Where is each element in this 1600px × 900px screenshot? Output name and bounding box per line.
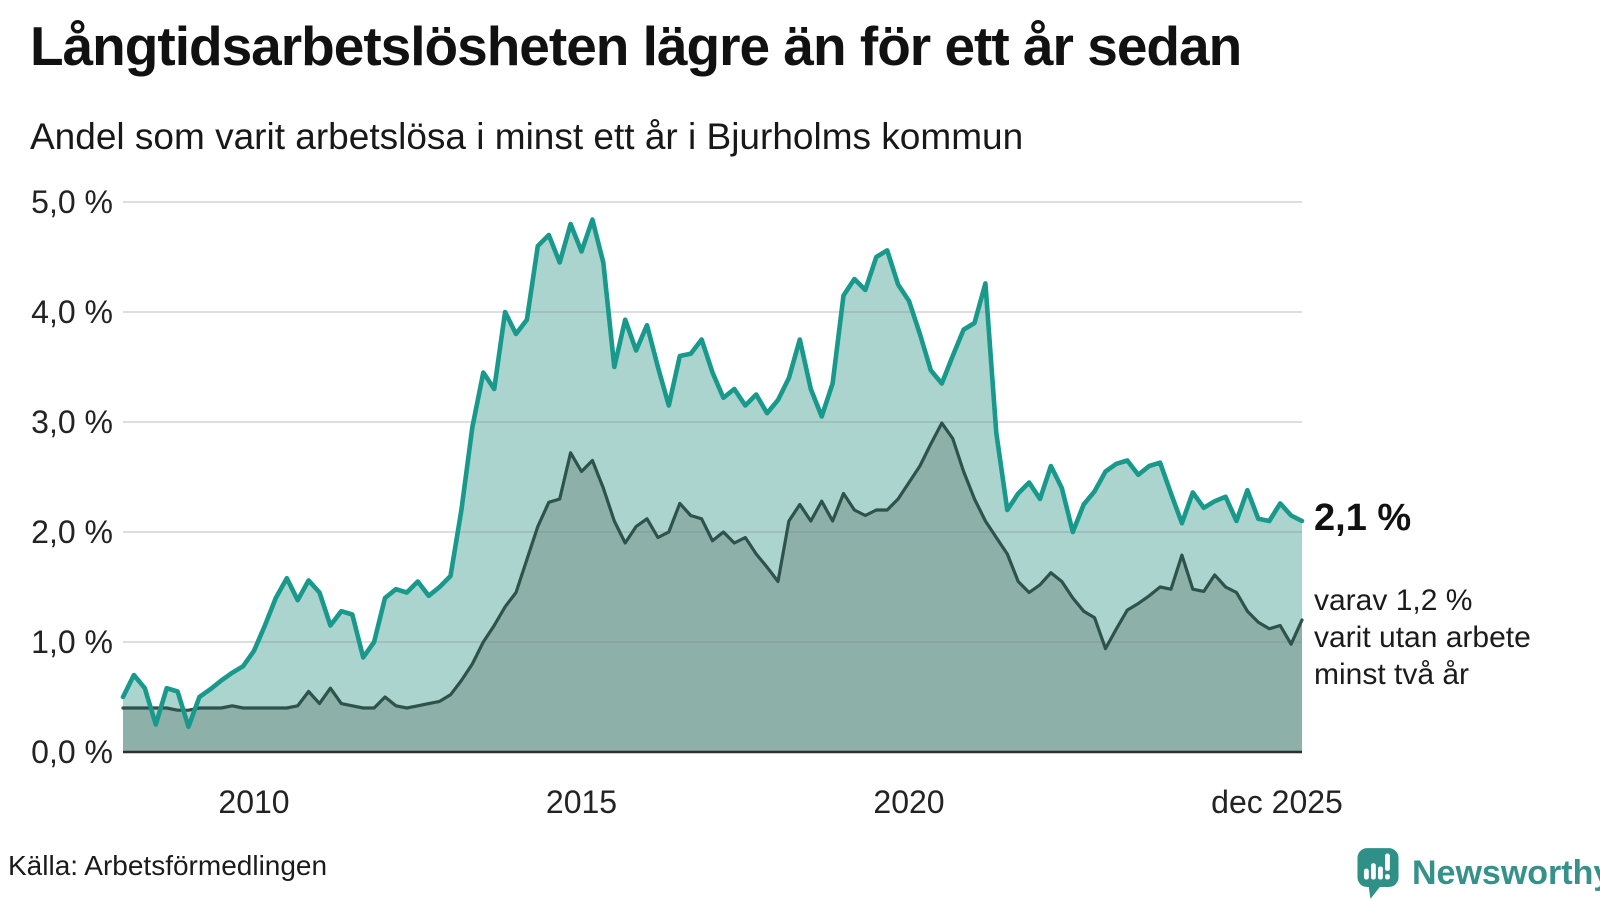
- x-tick-label: 2010: [218, 784, 290, 820]
- page-subtitle: Andel som varit arbetslösa i minst ett å…: [30, 116, 1024, 157]
- x-tick-label: 2015: [545, 784, 618, 820]
- newsworthy-logo-text: Newsworthy: [1412, 853, 1600, 892]
- x-tick-label: 2020: [873, 784, 945, 820]
- y-tick-label: 2,0 %: [31, 514, 113, 550]
- y-tick-label: 1,0 %: [31, 624, 113, 660]
- two-year-annotation-line1: varav 1,2 %: [1314, 584, 1473, 617]
- y-tick-label: 5,0 %: [31, 184, 113, 220]
- two-year-annotation: varav 1,2 % varit utan arbete minst två …: [1314, 582, 1531, 693]
- y-tick-label: 0,0 %: [31, 734, 113, 770]
- newsworthy-speech-bubble-icon: [1357, 848, 1399, 899]
- two-year-line: [121, 421, 1304, 712]
- total-area-fill: [123, 219, 1302, 753]
- two-year-area-fill: [123, 423, 1302, 752]
- latest-value-annotation: 2,1 %: [1314, 497, 1412, 539]
- y-tick-label: 3,0 %: [31, 404, 113, 440]
- y-tick-label: 4,0 %: [31, 294, 113, 330]
- newsworthy-logo[interactable]: Newsworthy: [1356, 846, 1600, 900]
- page-title: Långtidsarbetslösheten lägre än för ett …: [30, 15, 1242, 77]
- two-year-annotation-line3: minst två år: [1314, 658, 1470, 691]
- source-note: Källa: Arbetsförmedlingen: [8, 850, 328, 881]
- x-tick-label: dec 2025: [1211, 784, 1343, 820]
- two-year-annotation-line2: varit utan arbete: [1314, 621, 1531, 654]
- total-line: [120, 217, 1305, 729]
